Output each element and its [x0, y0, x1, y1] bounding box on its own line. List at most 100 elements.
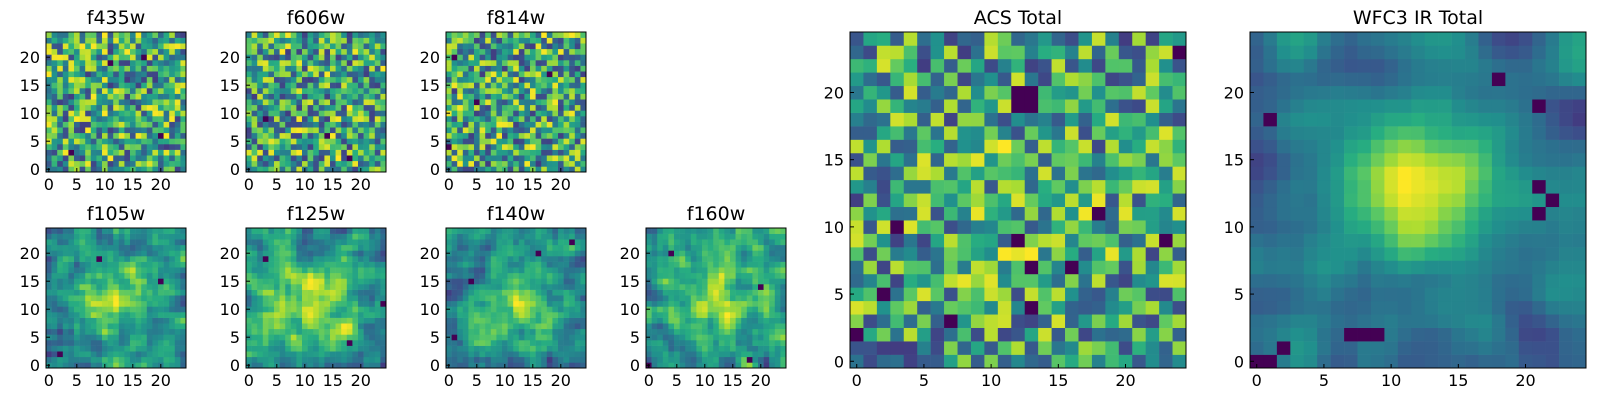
heatmap-cell [341, 88, 348, 94]
heatmap-cell [130, 71, 136, 78]
heatmap-cell [257, 132, 264, 139]
heatmap-cell [513, 284, 520, 290]
heatmap-cell [696, 272, 703, 279]
heatmap-cell [163, 334, 170, 341]
heatmap-cell [468, 155, 475, 162]
heatmap-cell [46, 233, 52, 240]
heatmap-cell [668, 278, 675, 285]
heatmap-cell [662, 345, 669, 352]
heatmap-cell [51, 82, 58, 89]
heatmap-cell [358, 289, 364, 296]
heatmap-cell [569, 48, 576, 55]
heatmap-cell [718, 261, 725, 268]
heatmap-cell [685, 356, 692, 363]
heatmap-cell [285, 32, 292, 38]
heatmap-cell [462, 88, 469, 94]
heatmap-cell [513, 37, 520, 44]
heatmap-cell [118, 323, 125, 330]
heatmap-cell [124, 110, 131, 117]
heatmap-cell [446, 312, 452, 318]
heatmap-cell [274, 233, 280, 240]
heatmap-cell [341, 116, 348, 122]
heatmap-cell [352, 65, 359, 72]
heatmap-cell [346, 289, 353, 296]
heatmap-cell [341, 138, 348, 145]
heatmap-cell [158, 104, 164, 111]
heatmap-cell [290, 356, 297, 363]
heatmap-cell [490, 82, 497, 89]
heatmap-cell [268, 256, 275, 262]
heatmap-cell [574, 317, 581, 324]
heatmap-cell [580, 306, 587, 313]
heatmap-cell [374, 317, 381, 324]
y-tick-label: 15 [220, 76, 240, 95]
heatmap-cell [85, 65, 92, 72]
heatmap-cell [141, 267, 148, 274]
heatmap-cell [335, 272, 342, 279]
heatmap-cell [85, 289, 92, 296]
heatmap-cell [530, 278, 536, 285]
heatmap-cell [369, 166, 376, 173]
heatmap-cell [335, 244, 342, 251]
heatmap-cell [262, 149, 269, 156]
heatmap-cell [546, 289, 553, 296]
heatmap-cell [141, 317, 148, 324]
heatmap-cell [374, 166, 381, 173]
heatmap-cell [502, 88, 508, 94]
heatmap-cell [318, 166, 325, 173]
heatmap-cell [68, 155, 75, 162]
heatmap-cell [563, 228, 570, 234]
heatmap-cell [850, 260, 864, 275]
heatmap-cell [651, 306, 658, 313]
heatmap-cell [490, 261, 497, 268]
heatmap-cell [51, 228, 58, 234]
heatmap-cell [74, 127, 80, 134]
heatmap-cell [163, 323, 170, 330]
heatmap-cell [79, 356, 86, 363]
heatmap-cell [569, 267, 576, 274]
heatmap-cell [1024, 314, 1039, 328]
heatmap-cell [513, 71, 520, 78]
heatmap-cell [535, 244, 542, 251]
heatmap-cell [502, 256, 508, 262]
heatmap-cell [574, 104, 581, 111]
heatmap-cell [374, 127, 381, 134]
heatmap-cell [707, 323, 714, 330]
heatmap-cell [1078, 260, 1093, 275]
heatmap-cell [496, 317, 503, 324]
heatmap-cell [668, 356, 675, 363]
heatmap-cell [451, 306, 458, 313]
heatmap-cell [113, 166, 120, 173]
heatmap-cell [485, 82, 492, 89]
heatmap-cell [485, 284, 492, 290]
heatmap-cell [713, 267, 720, 274]
heatmap-cell [513, 289, 520, 296]
heatmap-cell [724, 250, 731, 257]
heatmap-cell [651, 295, 658, 302]
heatmap-cell [502, 104, 508, 111]
heatmap-cell [507, 244, 514, 251]
heatmap-cell [769, 244, 776, 251]
heatmap-cell [79, 127, 86, 134]
heatmap-cell [62, 284, 69, 290]
heatmap-cell [780, 312, 787, 318]
heatmap-cell [307, 345, 314, 352]
heatmap-cell [457, 278, 464, 285]
heatmap-cell [96, 351, 103, 358]
heatmap-cell [530, 32, 536, 38]
heatmap-cell [246, 233, 252, 240]
heatmap-cell [970, 341, 985, 355]
heatmap-cell [513, 312, 520, 318]
heatmap-cell [62, 323, 69, 330]
heatmap-cell [1091, 300, 1106, 315]
heatmap-cell [180, 306, 187, 313]
heatmap-cell [713, 317, 720, 324]
heatmap-cell [468, 306, 475, 313]
heatmap-cell [113, 228, 120, 234]
heatmap-cell [257, 110, 264, 117]
heatmap-cell [541, 99, 548, 106]
heatmap-cell [518, 71, 525, 78]
heatmap-cell [107, 284, 114, 290]
heatmap-cell [285, 256, 292, 262]
heatmap-cell [302, 228, 308, 234]
